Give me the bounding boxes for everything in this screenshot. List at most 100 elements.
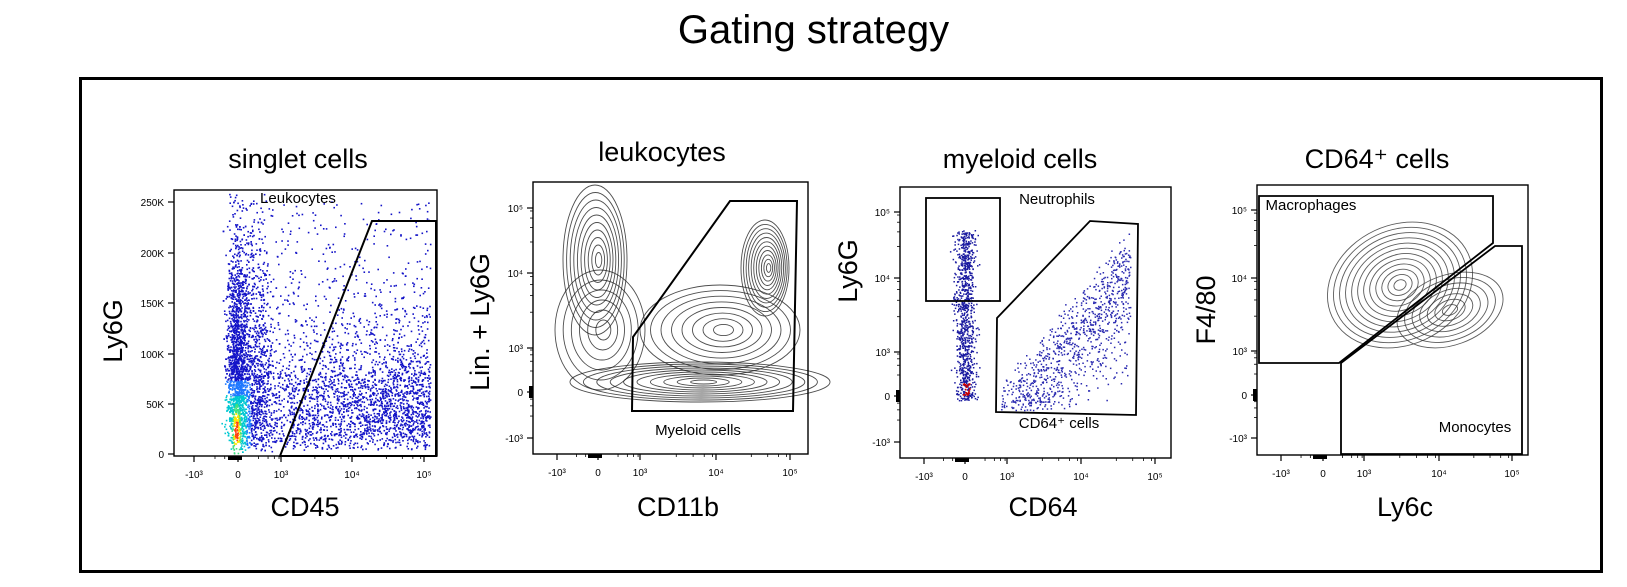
- data-point: [964, 381, 966, 384]
- data-point: [1037, 361, 1039, 363]
- data-point: [960, 236, 963, 238]
- data-point: [953, 296, 956, 298]
- data-point: [1029, 409, 1032, 411]
- data-point: [971, 265, 973, 268]
- data-point: [961, 269, 963, 271]
- data-point: [1020, 393, 1022, 395]
- data-point: [958, 233, 960, 235]
- data-point: [956, 234, 958, 237]
- data-point: [970, 304, 972, 307]
- data-point: [1102, 362, 1104, 364]
- data-point: [955, 291, 958, 293]
- data-point: [1100, 317, 1102, 319]
- contour-line: [566, 192, 625, 328]
- data-point: [965, 263, 967, 265]
- data-point: [961, 331, 964, 334]
- data-point: [1097, 313, 1100, 315]
- data-point: [968, 237, 970, 239]
- data-point: [1032, 369, 1035, 371]
- data-point: [1068, 317, 1071, 320]
- data-point: [1088, 390, 1091, 392]
- data-point: [963, 306, 965, 308]
- data-point: [965, 367, 967, 369]
- data-point: [1089, 329, 1092, 332]
- data-point: [1032, 398, 1035, 401]
- data-point: [1006, 393, 1009, 396]
- data-point: [960, 323, 962, 326]
- data-point: [1006, 380, 1008, 382]
- data-point: [964, 232, 966, 234]
- data-point: [1128, 272, 1131, 274]
- contour-line: [650, 290, 791, 370]
- data-point: [967, 373, 970, 375]
- data-point: [966, 325, 969, 327]
- data-point: [965, 384, 968, 386]
- data-point: [963, 307, 966, 310]
- data-point: [1027, 392, 1029, 394]
- data-point: [970, 293, 972, 295]
- data-point: [962, 306, 964, 309]
- data-point: [967, 337, 969, 339]
- data-point: [1075, 350, 1077, 352]
- data-point: [967, 251, 969, 253]
- data-point: [1066, 329, 1069, 332]
- data-point: [1039, 376, 1041, 379]
- data-point: [963, 379, 965, 382]
- data-point: [970, 293, 973, 295]
- data-point: [1071, 343, 1073, 346]
- data-point: [965, 285, 967, 287]
- data-point: [1045, 378, 1047, 381]
- data-point: [1030, 389, 1033, 392]
- data-point: [1058, 401, 1060, 404]
- data-point: [963, 247, 965, 250]
- data-point: [1075, 331, 1078, 333]
- data-point: [1074, 343, 1076, 346]
- data-point: [1026, 374, 1028, 376]
- data-point: [1025, 399, 1027, 401]
- data-point: [963, 301, 965, 304]
- data-point: [1097, 351, 1100, 353]
- data-point: [956, 376, 959, 378]
- data-point: [1121, 292, 1123, 295]
- data-point: [965, 240, 968, 242]
- data-point: [964, 398, 967, 400]
- data-point: [1106, 285, 1109, 288]
- data-point: [964, 257, 966, 259]
- data-point: [1077, 353, 1079, 356]
- data-point: [954, 313, 956, 315]
- data-point: [1105, 330, 1107, 332]
- data-point: [1075, 364, 1078, 366]
- data-point: [1078, 337, 1081, 339]
- data-point: [1097, 285, 1100, 287]
- data-point: [1091, 297, 1093, 299]
- data-point: [1048, 393, 1051, 396]
- data-point: [954, 293, 956, 295]
- data-point: [1101, 287, 1103, 290]
- data-point: [1102, 272, 1105, 274]
- data-point: [1012, 399, 1014, 402]
- data-point: [1098, 348, 1101, 351]
- data-point: [1060, 315, 1063, 317]
- data-point: [963, 370, 965, 372]
- data-point: [1108, 321, 1110, 324]
- data-point: [971, 371, 973, 373]
- monocytes-gate: [1340, 245, 1523, 455]
- data-point: [1020, 363, 1022, 365]
- data-point: [1102, 348, 1104, 351]
- data-point: [968, 394, 970, 397]
- data-point: [1129, 255, 1131, 257]
- data-point: [957, 331, 960, 333]
- contour-line: [743, 223, 788, 313]
- data-point: [964, 233, 966, 235]
- data-point: [1048, 348, 1051, 350]
- data-point: [962, 256, 965, 258]
- data-point: [1049, 387, 1051, 390]
- data-point: [1063, 341, 1065, 344]
- data-point: [1098, 324, 1101, 327]
- data-point: [1050, 408, 1053, 410]
- data-point: [1033, 381, 1036, 383]
- data-point: [959, 372, 962, 375]
- data-point: [966, 399, 968, 401]
- data-point: [1080, 304, 1083, 307]
- panel-3-points: [949, 230, 1132, 412]
